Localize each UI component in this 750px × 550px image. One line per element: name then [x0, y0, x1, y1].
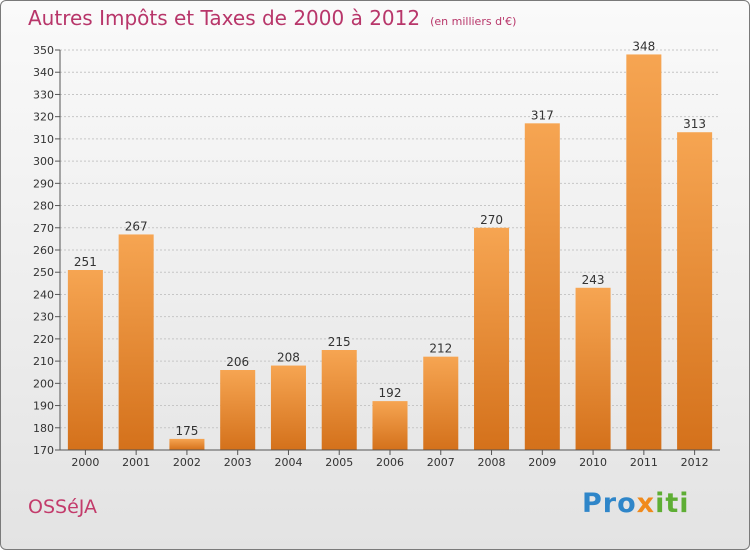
logo-part-2: x: [636, 488, 656, 519]
y-tick-label: 240: [33, 288, 54, 301]
data-label-2007: 212: [429, 342, 452, 356]
bar-2000: [67, 270, 103, 450]
y-tick-label: 170: [33, 444, 54, 457]
x-tick-label: 2011: [630, 456, 658, 469]
x-tick-label: 2012: [681, 456, 709, 469]
y-tick-label: 280: [33, 200, 54, 213]
x-tick-label: 2001: [122, 456, 150, 469]
bar-2008: [474, 227, 510, 450]
bar-2011: [626, 54, 662, 450]
y-tick-label: 250: [33, 266, 54, 279]
y-tick-label: 220: [33, 333, 54, 346]
y-axis: 170 180 190 200 210 220 230 240 250 260 270 280 290 3…: [33, 44, 61, 457]
y-tick-label: 190: [33, 400, 54, 413]
bar-2012: [677, 132, 713, 450]
y-tick-label: 330: [33, 88, 54, 101]
x-tick-label: 2004: [274, 456, 302, 469]
chart-title-text: Autres Impôts et Taxes de 2000 à 2012: [28, 6, 421, 30]
data-label-2011: 348: [632, 39, 655, 53]
bar-2010: [575, 287, 611, 450]
chart-title: Autres Impôts et Taxes de 2000 à 2012 (en…: [28, 6, 516, 30]
bar-2004: [270, 365, 306, 450]
bar-2002: [169, 438, 205, 450]
bar-2001: [118, 234, 154, 450]
data-label-2008: 270: [480, 213, 503, 227]
data-label-2002: 175: [175, 424, 198, 438]
data-label-2004: 208: [277, 351, 300, 365]
bar-2009: [524, 123, 560, 450]
logo-part-3: iti: [655, 488, 690, 519]
x-tick-label: 2010: [579, 456, 607, 469]
y-tick-label: 320: [33, 111, 54, 124]
y-tick-label: 200: [33, 377, 54, 390]
x-tick-label: 2003: [224, 456, 252, 469]
y-tick-label: 340: [33, 66, 54, 79]
proxiti-logo: Proxiti: [582, 488, 690, 519]
data-label-2003: 206: [226, 355, 249, 369]
x-tick-label: 2006: [376, 456, 404, 469]
data-label-2005: 215: [328, 335, 351, 349]
x-tick-label: 2009: [528, 456, 556, 469]
grid-lines: [60, 49, 720, 451]
bar-2006: [372, 401, 408, 450]
data-label-2010: 243: [582, 273, 605, 287]
y-tick-label: 230: [33, 311, 54, 324]
commune-name: OSSéJA: [28, 496, 98, 518]
bar-2003: [220, 370, 256, 450]
y-tick-label: 260: [33, 244, 54, 257]
x-tick-label: 2000: [71, 456, 99, 469]
data-label-2006: 192: [379, 386, 402, 400]
x-axis: 2000 2001 2002 2003 2004 2005 2006 2007 2008 2009…: [60, 449, 720, 469]
logo-part-1: Pro: [582, 488, 637, 519]
y-tick-label: 270: [33, 222, 54, 235]
x-tick-label: 2005: [325, 456, 353, 469]
data-label-2012: 313: [683, 117, 706, 131]
y-tick-label: 180: [33, 422, 54, 435]
x-tick-label: 2008: [478, 456, 506, 469]
x-tick-label: 2002: [173, 456, 201, 469]
data-label-2000: 251: [74, 255, 97, 269]
y-tick-label: 300: [33, 155, 54, 168]
x-tick-label: 2007: [427, 456, 455, 469]
bar-2005: [321, 350, 357, 450]
y-tick-label: 290: [33, 177, 54, 190]
bars: 251 267 175 206 208 215 192 212 270 317 243 348 313: [67, 39, 713, 450]
chart-unit-note: (en milliers d'€): [430, 15, 517, 28]
bar-2007: [423, 356, 459, 450]
y-tick-label: 350: [33, 44, 54, 57]
y-tick-label: 310: [33, 133, 54, 146]
data-label-2001: 267: [125, 219, 148, 233]
data-label-2009: 317: [531, 108, 554, 122]
y-tick-label: 210: [33, 355, 54, 368]
